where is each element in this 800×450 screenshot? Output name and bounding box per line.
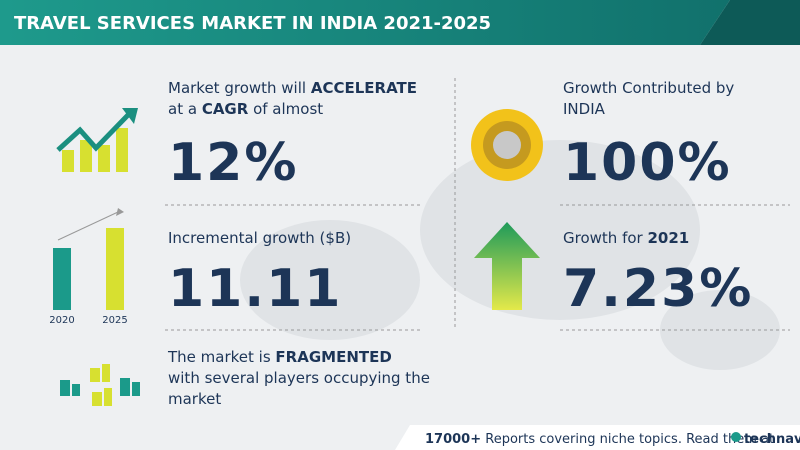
bar-icon — [53, 208, 124, 310]
label-part: CAGR — [202, 100, 249, 118]
label-part: Growth Contributed by — [563, 79, 734, 97]
footer-text: Reports covering niche topics. Read them… — [481, 432, 774, 447]
fragment-icon — [60, 364, 140, 406]
label: INDIA — [563, 100, 606, 118]
label-part: Growth for — [563, 229, 647, 247]
big-value: 12% — [168, 133, 298, 193]
label: Growth for 2021 — [563, 229, 689, 247]
map-decor — [240, 140, 780, 370]
label-part: at a — [168, 100, 202, 118]
footer-band — [395, 425, 800, 450]
big-value: 100% — [563, 133, 732, 193]
label-part: The market is — [167, 348, 275, 366]
label-part: 2021 — [647, 229, 689, 247]
label: with several players occupying the — [168, 369, 430, 387]
footer: 17000+ Reports covering niche topics. Re… — [425, 432, 774, 447]
label: Growth Contributed by — [563, 79, 734, 97]
footer-count: 17000+ — [425, 432, 481, 447]
label: The market is FRAGMENTED — [167, 348, 392, 366]
label: Market growth will ACCELERATE — [168, 79, 417, 97]
label: at a CAGR of almost — [168, 100, 323, 118]
label-part: Incremental growth ($B) — [168, 229, 351, 247]
header-corner — [700, 0, 800, 45]
brand: technavio — [744, 432, 800, 447]
label: market — [168, 390, 221, 408]
big-value: 7.23% — [563, 259, 753, 319]
bar-label: 2020 — [49, 315, 74, 326]
label-part: of almost — [248, 100, 323, 118]
title: TRAVEL SERVICES MARKET IN INDIA 2021-202… — [14, 13, 491, 34]
label-part: Market growth will — [168, 79, 311, 97]
label-part: INDIA — [563, 100, 606, 118]
label: Incremental growth ($B) — [168, 229, 351, 247]
pie-icon — [471, 109, 543, 181]
label-part: FRAGMENTED — [275, 348, 391, 366]
big-value: 11.11 — [168, 259, 342, 319]
bar-label: 2025 — [102, 315, 127, 326]
label-part: market — [168, 390, 221, 408]
header-band — [0, 0, 730, 45]
brand-logo — [731, 432, 741, 442]
growth-icon — [56, 108, 138, 172]
label-part: with several players occupying the — [168, 369, 430, 387]
up-arrow — [474, 222, 540, 310]
label-part: ACCELERATE — [311, 79, 417, 97]
